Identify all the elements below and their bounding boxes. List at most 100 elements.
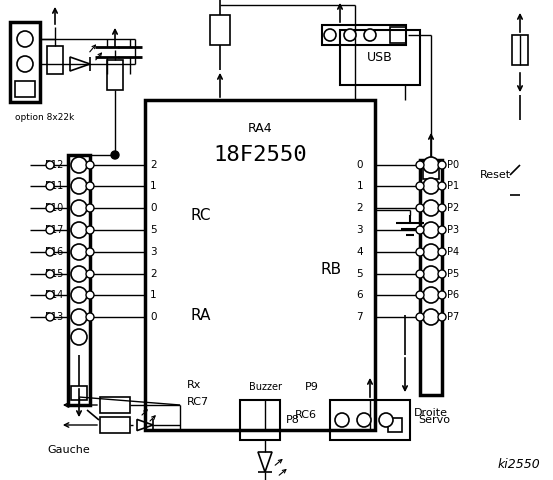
Circle shape xyxy=(344,29,356,41)
Text: RA4: RA4 xyxy=(248,121,272,134)
Text: 3: 3 xyxy=(356,225,363,235)
Bar xyxy=(107,60,123,90)
Text: P5: P5 xyxy=(447,269,459,279)
Circle shape xyxy=(71,157,87,173)
Circle shape xyxy=(364,29,376,41)
Bar xyxy=(423,165,439,179)
Text: option 8x22k: option 8x22k xyxy=(15,112,74,121)
Text: 0: 0 xyxy=(150,312,156,322)
Text: Servo: Servo xyxy=(418,415,450,425)
Circle shape xyxy=(438,270,446,278)
Text: 2: 2 xyxy=(356,203,363,213)
Circle shape xyxy=(423,309,439,325)
Circle shape xyxy=(71,287,87,303)
Circle shape xyxy=(86,182,94,190)
Text: Reset: Reset xyxy=(480,170,511,180)
Text: P15: P15 xyxy=(45,269,63,279)
Bar xyxy=(390,27,406,43)
Text: P7: P7 xyxy=(447,312,459,322)
Circle shape xyxy=(71,178,87,194)
Text: 3: 3 xyxy=(150,247,156,257)
Circle shape xyxy=(46,204,54,212)
Circle shape xyxy=(416,182,424,190)
Bar xyxy=(340,30,420,85)
Circle shape xyxy=(357,413,371,427)
Circle shape xyxy=(416,248,424,256)
Bar xyxy=(145,100,375,430)
Circle shape xyxy=(71,329,87,345)
Circle shape xyxy=(71,222,87,238)
Circle shape xyxy=(71,244,87,260)
Text: Rx: Rx xyxy=(187,380,201,390)
Bar xyxy=(100,397,130,413)
Circle shape xyxy=(416,270,424,278)
Circle shape xyxy=(423,287,439,303)
Circle shape xyxy=(423,157,439,173)
Text: 18F2550: 18F2550 xyxy=(213,145,307,165)
Circle shape xyxy=(46,182,54,190)
Bar xyxy=(100,417,130,433)
Circle shape xyxy=(416,226,424,234)
Circle shape xyxy=(46,291,54,299)
Text: 5: 5 xyxy=(150,225,156,235)
Circle shape xyxy=(46,248,54,256)
Text: ki2550: ki2550 xyxy=(497,458,540,471)
Text: RC7: RC7 xyxy=(187,397,209,407)
Text: 2: 2 xyxy=(150,269,156,279)
Circle shape xyxy=(379,413,393,427)
Text: P8: P8 xyxy=(286,415,300,425)
Text: 1: 1 xyxy=(150,181,156,191)
Circle shape xyxy=(71,266,87,282)
Circle shape xyxy=(86,291,94,299)
Text: P16: P16 xyxy=(45,247,63,257)
Text: RC: RC xyxy=(190,207,211,223)
Circle shape xyxy=(423,200,439,216)
Text: P3: P3 xyxy=(447,225,459,235)
Text: 1: 1 xyxy=(150,290,156,300)
Bar xyxy=(322,25,406,45)
Circle shape xyxy=(416,291,424,299)
Text: 2: 2 xyxy=(150,160,156,170)
Text: USB: USB xyxy=(367,51,393,64)
Text: 5: 5 xyxy=(356,269,363,279)
Circle shape xyxy=(423,222,439,238)
Text: RB: RB xyxy=(320,263,341,277)
Text: Gauche: Gauche xyxy=(48,445,90,455)
Circle shape xyxy=(438,226,446,234)
Circle shape xyxy=(423,178,439,194)
Circle shape xyxy=(86,248,94,256)
Text: P17: P17 xyxy=(45,225,63,235)
Circle shape xyxy=(423,244,439,260)
Text: P9: P9 xyxy=(305,382,319,392)
Bar xyxy=(15,81,35,97)
Circle shape xyxy=(46,313,54,321)
Circle shape xyxy=(111,151,119,159)
Text: P14: P14 xyxy=(45,290,63,300)
Circle shape xyxy=(324,29,336,41)
Circle shape xyxy=(423,266,439,282)
Bar xyxy=(240,400,280,440)
Circle shape xyxy=(438,161,446,169)
Circle shape xyxy=(86,313,94,321)
Bar xyxy=(68,155,90,405)
Text: P6: P6 xyxy=(447,290,459,300)
Text: RA: RA xyxy=(190,308,210,323)
Circle shape xyxy=(71,200,87,216)
Circle shape xyxy=(335,413,349,427)
Circle shape xyxy=(438,248,446,256)
Circle shape xyxy=(438,204,446,212)
Circle shape xyxy=(86,270,94,278)
Bar xyxy=(388,418,402,432)
Bar xyxy=(420,160,442,395)
Circle shape xyxy=(86,204,94,212)
Text: 4: 4 xyxy=(356,247,363,257)
Circle shape xyxy=(46,270,54,278)
Text: Buzzer: Buzzer xyxy=(248,382,281,392)
Circle shape xyxy=(438,291,446,299)
Circle shape xyxy=(416,204,424,212)
Text: P10: P10 xyxy=(45,203,63,213)
Text: 7: 7 xyxy=(356,312,363,322)
Text: P1: P1 xyxy=(447,181,459,191)
Circle shape xyxy=(438,313,446,321)
Circle shape xyxy=(46,226,54,234)
